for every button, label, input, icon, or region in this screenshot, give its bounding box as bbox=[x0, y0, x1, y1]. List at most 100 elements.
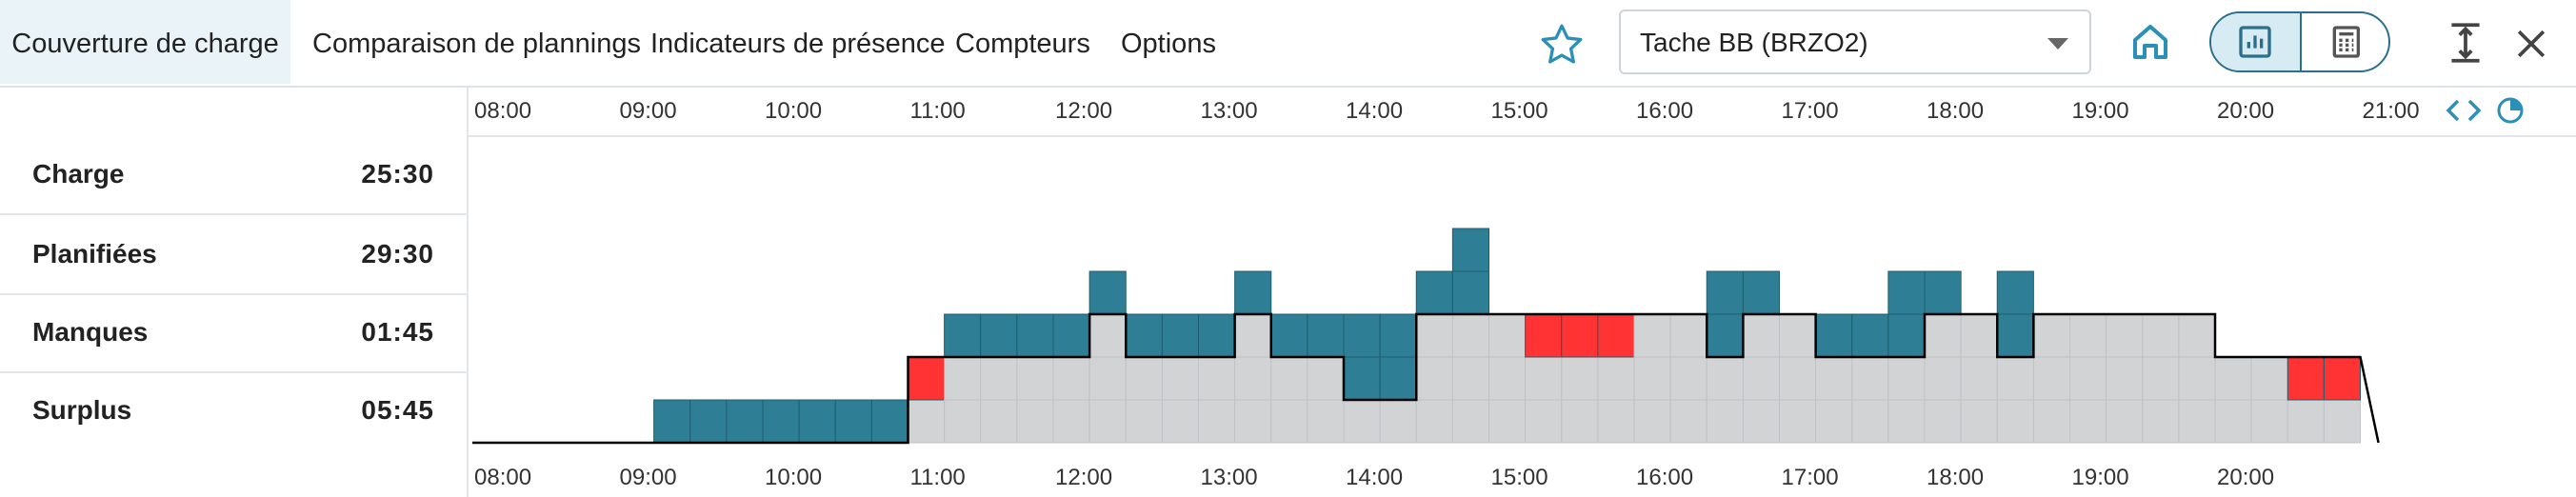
summary-row-charge: Charge 25:30 bbox=[0, 135, 467, 215]
covered-cell bbox=[1270, 399, 1308, 444]
covered-cell bbox=[2250, 399, 2288, 444]
tab-compteurs[interactable]: Compteurs bbox=[955, 29, 1090, 59]
covered-cell bbox=[1161, 399, 1199, 444]
x-tick-label-bottom: 09:00 bbox=[620, 465, 677, 490]
x-tick-label-bottom: 14:00 bbox=[1346, 465, 1403, 490]
covered-cell bbox=[1633, 399, 1671, 444]
top-toolbar: Couverture de charge Comparaison de plan… bbox=[0, 0, 2576, 88]
covered-cell bbox=[1633, 356, 1671, 401]
summary-label: Surplus bbox=[32, 395, 132, 425]
x-tick-label-top: 11:00 bbox=[910, 98, 966, 124]
covered-cell bbox=[1561, 356, 1599, 401]
covered-cell bbox=[1779, 313, 1817, 358]
close-icon[interactable] bbox=[2510, 23, 2552, 65]
covered-cell bbox=[1924, 399, 1962, 444]
tab-options[interactable]: Options bbox=[1121, 29, 1216, 59]
covered-cell bbox=[2142, 313, 2180, 358]
covered-cell bbox=[944, 356, 982, 401]
surplus-cell bbox=[1379, 356, 1417, 401]
surplus-cell bbox=[798, 399, 836, 444]
x-tick-label-top: 14:00 bbox=[1346, 98, 1403, 124]
covered-cell bbox=[1815, 399, 1853, 444]
charge-line bbox=[472, 312, 2380, 445]
chevron-right-icon[interactable] bbox=[2467, 99, 2482, 122]
covered-cell bbox=[1851, 399, 1889, 444]
summary-label: Manques bbox=[32, 317, 149, 347]
view-toggle bbox=[2209, 11, 2390, 72]
surplus-cell bbox=[1706, 313, 1744, 358]
tab-comparaison-de-plannings[interactable]: Comparaison de plannings bbox=[312, 29, 641, 59]
covered-cell bbox=[944, 399, 982, 444]
covered-cell bbox=[1488, 356, 1527, 401]
covered-cell bbox=[2106, 399, 2144, 444]
surplus-cell bbox=[1451, 270, 1489, 315]
table-view-button[interactable] bbox=[2302, 13, 2388, 70]
surplus-cell bbox=[834, 399, 872, 444]
covered-cell bbox=[1742, 356, 1780, 401]
surplus-cell bbox=[1198, 313, 1236, 358]
surplus-cell bbox=[1125, 313, 1163, 358]
tab-indicateurs-de-presence[interactable]: Indicateurs de présence bbox=[650, 29, 946, 59]
covered-cell bbox=[2032, 399, 2070, 444]
x-tick-label-bottom: 08:00 bbox=[474, 465, 531, 490]
surplus-cell bbox=[1996, 313, 2034, 358]
covered-cell bbox=[1815, 356, 1853, 401]
clock-icon[interactable] bbox=[2497, 97, 2524, 124]
covered-cell bbox=[1415, 313, 1453, 358]
star-icon[interactable] bbox=[1538, 21, 1586, 69]
covered-cell bbox=[1706, 399, 1744, 444]
x-tick-label-top: 13:00 bbox=[1201, 98, 1258, 124]
covered-cell bbox=[1451, 399, 1489, 444]
covered-cell bbox=[1996, 356, 2034, 401]
home-icon[interactable] bbox=[2127, 19, 2173, 65]
covered-cell bbox=[1742, 399, 1780, 444]
covered-cell bbox=[2069, 399, 2107, 444]
tab-couverture-de-charge[interactable]: Couverture de charge bbox=[0, 0, 290, 84]
covered-cell bbox=[1561, 399, 1599, 444]
covered-cell bbox=[1234, 313, 1272, 358]
surplus-cell bbox=[944, 313, 982, 358]
covered-cell bbox=[2106, 356, 2144, 401]
shortage-cell bbox=[1561, 313, 1599, 358]
surplus-cell bbox=[1234, 270, 1272, 315]
covered-cell bbox=[1633, 313, 1671, 358]
expand-vertical-icon[interactable] bbox=[2442, 19, 2489, 67]
summary-label: Charge bbox=[32, 159, 125, 189]
surplus-cell bbox=[1270, 313, 1308, 358]
covered-cell bbox=[1960, 399, 1998, 444]
covered-cell bbox=[1307, 399, 1345, 444]
covered-cell bbox=[1088, 313, 1127, 358]
summary-value: 05:45 bbox=[361, 395, 434, 425]
covered-cell bbox=[1488, 313, 1527, 358]
x-tick-label-bottom: 11:00 bbox=[910, 465, 966, 490]
covered-cell bbox=[2106, 313, 2144, 358]
covered-cell bbox=[1706, 356, 1744, 401]
surplus-cell bbox=[689, 399, 728, 444]
x-tick-label-top: 20:00 bbox=[2217, 98, 2274, 124]
task-select[interactable]: Tache BB (BRZO2) bbox=[1619, 10, 2091, 74]
chart-view-button[interactable] bbox=[2211, 13, 2302, 70]
surplus-cell bbox=[1415, 270, 1453, 315]
covered-cell bbox=[2069, 356, 2107, 401]
bar-chart-icon bbox=[2239, 26, 2271, 58]
surplus-cell bbox=[726, 399, 764, 444]
covered-cell bbox=[2032, 356, 2070, 401]
surplus-cell bbox=[1343, 313, 1381, 358]
chevron-left-icon[interactable] bbox=[2446, 99, 2460, 122]
covered-cell bbox=[1016, 399, 1054, 444]
covered-cell bbox=[1887, 356, 1926, 401]
covered-cell bbox=[1198, 356, 1236, 401]
covered-cell bbox=[1161, 356, 1199, 401]
covered-cell bbox=[2178, 356, 2216, 401]
covered-cell bbox=[1525, 399, 1563, 444]
covered-cell bbox=[1088, 356, 1127, 401]
x-tick-label-bottom: 12:00 bbox=[1055, 465, 1112, 490]
covered-cell bbox=[1597, 399, 1635, 444]
covered-cell bbox=[1125, 356, 1163, 401]
x-tick-label-bottom: 18:00 bbox=[1927, 465, 1984, 490]
covered-cell bbox=[2214, 399, 2252, 444]
x-tick-label-top: 09:00 bbox=[620, 98, 677, 124]
covered-cell bbox=[1924, 313, 1962, 358]
surplus-cell bbox=[1742, 270, 1780, 315]
